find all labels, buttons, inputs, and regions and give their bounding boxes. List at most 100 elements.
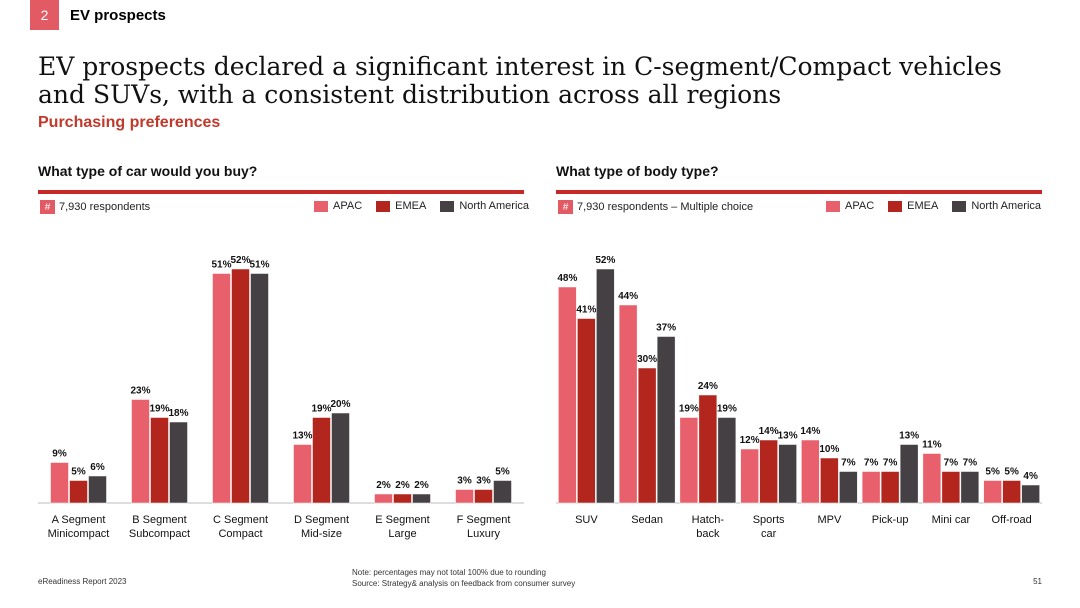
chart-2-title: What type of body type? (556, 163, 719, 179)
legend-label-na: North America (971, 200, 1042, 212)
bar-apac (50, 462, 69, 504)
legend-label-emea: EMEA (395, 200, 427, 212)
data-label: 6% (90, 462, 105, 473)
bar-apac (801, 439, 820, 504)
data-label: 52% (595, 255, 615, 266)
data-label: 41% (576, 305, 596, 316)
bar-north-america (493, 480, 512, 504)
data-label: 5% (985, 467, 1000, 478)
legend-swatch-emea (888, 200, 903, 212)
bar-apac (455, 489, 474, 504)
data-label: 13% (899, 431, 919, 442)
legend-label-emea: EMEA (907, 200, 939, 212)
bar-north-america (717, 417, 737, 504)
data-label: 11% (922, 440, 942, 451)
bar-north-america (169, 421, 188, 504)
bar-emea (312, 417, 331, 504)
chart-1-rule (38, 190, 524, 194)
chart-2-respondents-text: 7,930 respondents – Multiple choice (577, 201, 754, 213)
chart-2-body-type: 48% 41% 52% SUV 44% 30% 37% Sedan 19% 24% 19% Hatch… (556, 255, 1042, 540)
legend-item-na: North America (440, 200, 529, 212)
bar-apac (740, 448, 759, 504)
category-label: Large (388, 528, 416, 540)
data-label: 2% (376, 480, 391, 491)
footer-note: Note: percentages may not total 100% due… (352, 567, 575, 589)
bar-north-america (88, 475, 107, 504)
category-label: MPV (817, 514, 842, 526)
data-label: 30% (637, 354, 657, 365)
bar-emea (1002, 480, 1021, 504)
data-label: 19% (679, 404, 699, 415)
bar-apac (293, 444, 312, 504)
category-label: Sports (753, 514, 785, 526)
bar-emea (231, 268, 250, 504)
page-subtitle: Purchasing preferences (38, 114, 221, 131)
chart-2-legend: APAC EMEA North America (818, 200, 1041, 212)
bar-apac (212, 273, 231, 504)
data-label: 19% (311, 404, 331, 415)
legend-swatch-apac (826, 200, 840, 212)
data-label: 44% (618, 291, 638, 302)
legend-swatch-na (440, 200, 455, 212)
legend-label-apac: APAC (333, 200, 363, 212)
hash-icon: # (40, 200, 55, 214)
data-label: 7% (841, 458, 856, 469)
category-label: Minicompact (48, 528, 110, 540)
bar-apac (618, 304, 638, 504)
hash-icon: # (558, 200, 573, 214)
category-label: D Segment (294, 514, 349, 526)
legend-label-apac: APAC (845, 200, 875, 212)
section-title: EV prospects (70, 7, 166, 24)
data-label: 3% (457, 476, 472, 487)
bar-emea (577, 318, 596, 504)
data-label: 12% (740, 435, 760, 446)
bar-north-america (656, 336, 676, 504)
bar-north-america (839, 471, 858, 504)
category-label: Hatch- (692, 514, 725, 526)
category-label: Subcompact (129, 528, 190, 540)
footer-report-name: eReadiness Report 2023 (38, 577, 127, 586)
data-label: 5% (71, 467, 86, 478)
bar-emea (941, 471, 961, 504)
bar-emea (393, 493, 412, 504)
data-label: 18% (168, 408, 188, 419)
bar-emea (880, 471, 900, 504)
chart-2-respondents: # 7,930 respondents – Multiple choice (558, 200, 753, 214)
data-label: 19% (149, 404, 169, 415)
page-title: EV prospects declared a significant inte… (38, 52, 1002, 109)
page-number: 51 (1033, 577, 1042, 586)
bar-north-america (960, 471, 980, 504)
category-label: E Segment (375, 514, 429, 526)
footer-note-rounding: Note: percentages may not total 100% due… (352, 568, 546, 577)
legend-item-apac: APAC (826, 200, 874, 212)
category-label: Pick-up (872, 514, 909, 526)
category-label: Mini car (932, 514, 971, 526)
data-label: 2% (414, 480, 429, 491)
category-label: Sedan (631, 514, 663, 526)
legend-swatch-emea (376, 200, 391, 212)
bar-emea (474, 489, 493, 504)
legend-swatch-na (952, 200, 967, 212)
legend-label-na: North America (459, 200, 530, 212)
category-label: Luxury (467, 528, 501, 540)
data-label: 13% (292, 431, 312, 442)
legend-item-na: North America (952, 200, 1041, 212)
bar-north-america (778, 444, 797, 504)
bar-emea (637, 367, 657, 504)
bar-north-america (250, 273, 269, 504)
legend-item-emea: EMEA (376, 200, 426, 212)
data-label: 23% (130, 386, 150, 397)
bar-apac (983, 480, 1002, 504)
chart-1-respondents-text: 7,930 respondents (59, 201, 151, 213)
bar-apac (861, 471, 881, 504)
data-label: 19% (717, 404, 737, 415)
category-label: car (761, 528, 777, 540)
data-label: 7% (944, 458, 959, 469)
data-label: 10% (819, 444, 839, 455)
category-label: Compact (218, 528, 262, 540)
chart-1-legend: APAC EMEA North America (306, 200, 529, 212)
bar-apac (922, 453, 942, 504)
bar-north-america (412, 493, 431, 504)
data-label: 52% (230, 255, 250, 266)
